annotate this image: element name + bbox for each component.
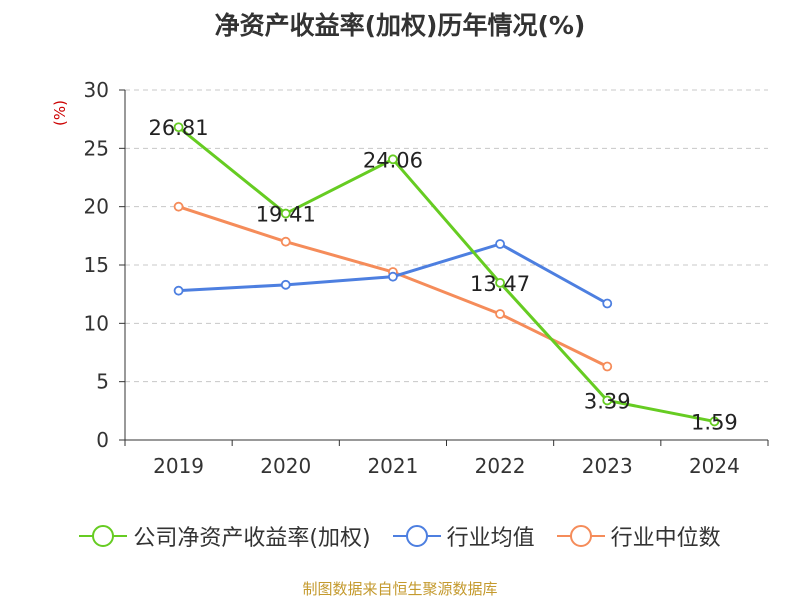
series-lines [173, 122, 720, 427]
legend-label: 行业中位数 [610, 526, 721, 551]
data-label: 26.81 [149, 116, 209, 140]
legend-item-industry-mean[interactable]: 行业均值 [392, 520, 535, 552]
legend-line-circle-icon [556, 524, 605, 548]
legend: 公司净资产收益率(加权) 行业均值 行业中位数 [0, 520, 800, 552]
data-point [280, 279, 291, 290]
data-point [602, 361, 613, 372]
legend-label: 公司净资产收益率(加权) [133, 526, 371, 551]
data-label: 24.06 [363, 148, 423, 172]
legend-item-company-roe[interactable]: 公司净资产收益率(加权) [79, 520, 371, 552]
series-line [177, 126, 715, 423]
legend-item-industry-median[interactable]: 行业中位数 [556, 520, 721, 552]
data-point [495, 277, 505, 288]
data-label: 3.39 [584, 389, 631, 413]
data-point [388, 154, 398, 165]
data-point [280, 208, 291, 219]
data-point [602, 395, 613, 406]
x-tick-label: 2019 [153, 454, 204, 478]
data-point [602, 298, 613, 309]
data-point [495, 239, 505, 249]
chart-title: 净资产收益率(加权)历年情况(%) [214, 11, 586, 40]
y-tick-label: 15 [84, 253, 109, 277]
y-tick-label: 0 [96, 428, 109, 452]
data-point [388, 271, 398, 282]
data-label: 1.59 [691, 410, 738, 434]
x-tick-label: 2021 [367, 454, 418, 478]
data-point [173, 201, 184, 212]
x-tick-label: 2023 [582, 454, 633, 478]
data-label: 19.41 [256, 203, 316, 227]
legend-line-circle-icon [392, 524, 441, 548]
data-point [495, 309, 505, 319]
y-tick-label: 10 [84, 311, 109, 335]
grid-lines [125, 89, 768, 383]
data-point [709, 416, 720, 427]
x-tick-label: 2024 [689, 454, 740, 478]
y-tick-label: 20 [84, 195, 109, 219]
legend-line-circle-icon [79, 524, 128, 548]
y-tick-label: 25 [84, 136, 109, 160]
x-tick-label: 2022 [475, 454, 526, 478]
data-source-note: 制图数据来自恒生聚源数据库 [302, 580, 498, 598]
data-point [280, 236, 291, 247]
data-point [173, 122, 184, 133]
data-labels: 26.81 19.41 24.06 13.47 3.39 1.59 [149, 116, 738, 434]
data-label: 13.47 [470, 272, 530, 296]
y-tick-label: 30 [84, 78, 109, 102]
legend-label: 行业均值 [446, 526, 535, 551]
axes: 0 5 10 15 20 25 30 2019 2020 2021 2022 2023 2024 [84, 78, 769, 478]
x-tick-label: 2020 [260, 454, 311, 478]
data-point [173, 285, 184, 296]
y-tick-label: 5 [96, 370, 109, 394]
